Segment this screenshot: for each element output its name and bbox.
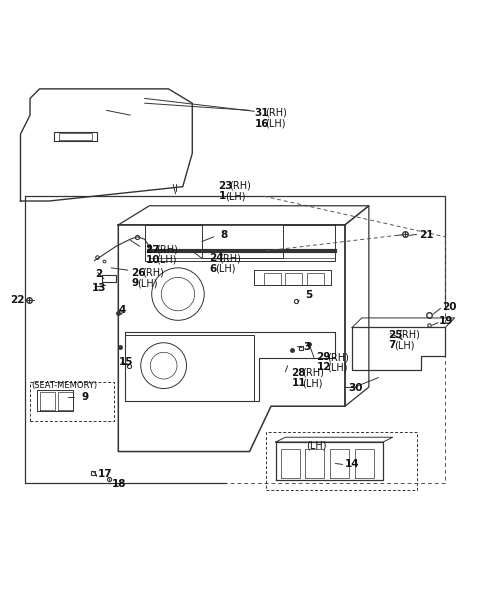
Text: 22: 22 — [10, 295, 24, 305]
Text: (SEAT-MEMORY): (SEAT-MEMORY) — [32, 381, 97, 390]
Text: 14: 14 — [345, 460, 360, 469]
Text: (RH): (RH) — [302, 368, 324, 378]
Text: 15: 15 — [119, 357, 133, 367]
Text: 5: 5 — [305, 290, 312, 300]
Text: (LH): (LH) — [306, 441, 326, 450]
Text: 20: 20 — [443, 302, 457, 312]
Text: 1: 1 — [218, 191, 226, 201]
Text: 9: 9 — [131, 278, 138, 288]
Text: 8: 8 — [220, 230, 227, 241]
Text: (RH): (RH) — [398, 330, 420, 340]
Text: (RH): (RH) — [229, 181, 251, 191]
Text: 13: 13 — [92, 283, 106, 293]
Text: 11: 11 — [291, 378, 306, 388]
Text: (RH): (RH) — [327, 352, 349, 362]
Text: 21: 21 — [419, 230, 433, 241]
Text: 23: 23 — [218, 181, 233, 191]
Text: 6: 6 — [209, 264, 216, 274]
Text: (LH): (LH) — [302, 378, 323, 388]
Text: 4: 4 — [119, 305, 126, 315]
Text: 2: 2 — [95, 269, 102, 278]
Text: 31: 31 — [254, 108, 269, 118]
Text: 12: 12 — [316, 362, 331, 372]
Text: 25: 25 — [388, 330, 402, 340]
Text: 19: 19 — [439, 316, 453, 326]
Text: (LH): (LH) — [137, 278, 157, 288]
Text: (LH): (LH) — [225, 191, 245, 201]
Text: (LH): (LH) — [265, 119, 285, 129]
Text: 3: 3 — [303, 341, 310, 351]
Text: 16: 16 — [254, 119, 269, 129]
Text: (RH): (RH) — [219, 253, 241, 263]
Text: (RH): (RH) — [142, 267, 164, 278]
Text: 29: 29 — [316, 352, 331, 362]
Text: 18: 18 — [112, 479, 127, 488]
Text: 9: 9 — [82, 392, 89, 401]
Text: 27: 27 — [145, 245, 160, 255]
Text: (RH): (RH) — [156, 245, 178, 255]
Text: 26: 26 — [131, 267, 146, 278]
Text: 17: 17 — [98, 469, 112, 479]
Text: 28: 28 — [291, 368, 306, 378]
Text: (LH): (LH) — [215, 264, 235, 274]
Text: 7: 7 — [388, 340, 396, 350]
Text: (LH): (LH) — [394, 340, 414, 350]
Text: (LH): (LH) — [327, 362, 348, 372]
Text: 30: 30 — [349, 383, 363, 393]
Text: 10: 10 — [145, 255, 160, 265]
Text: 24: 24 — [209, 253, 224, 263]
Text: (RH): (RH) — [265, 108, 287, 118]
Text: (LH): (LH) — [156, 255, 177, 265]
